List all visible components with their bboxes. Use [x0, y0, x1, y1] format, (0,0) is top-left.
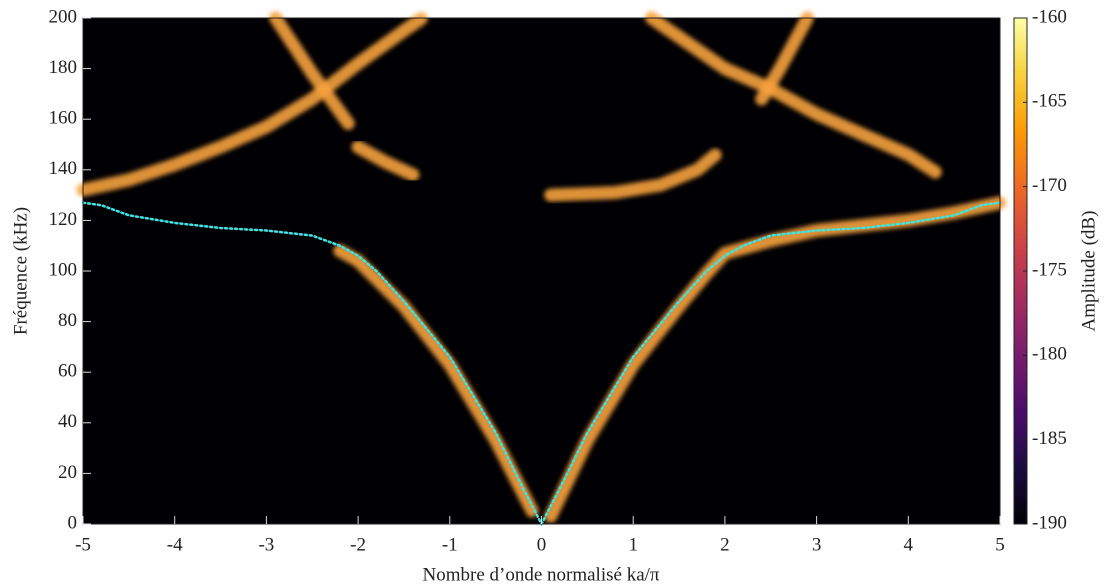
spectral-band	[544, 196, 1007, 523]
y-tick-label: 100	[49, 259, 78, 280]
colorbar-tick-label: -175	[1032, 259, 1067, 280]
x-tick-label: 1	[628, 534, 638, 555]
y-tick-label: 80	[58, 310, 77, 331]
spectral-band	[269, 11, 356, 131]
y-tick-label: 200	[49, 6, 78, 27]
spectral-band	[645, 11, 943, 179]
x-tick-label: 2	[720, 534, 730, 555]
x-tick-label: 0	[537, 534, 547, 555]
x-tick-label: -1	[442, 534, 458, 555]
y-tick-label: 0	[68, 512, 78, 533]
colorbar-tick-label: -160	[1032, 6, 1067, 27]
x-tick-label: 5	[995, 534, 1005, 555]
y-tick-label: 140	[49, 158, 78, 179]
colorbar-tick-label: -185	[1032, 428, 1067, 449]
y-tick-label: 180	[49, 57, 78, 78]
colorbar-tick-label: -180	[1032, 344, 1067, 365]
x-tick-label: -5	[75, 534, 91, 555]
colorbar-tick-label: -165	[1032, 91, 1067, 112]
plot-background	[83, 18, 1000, 524]
y-tick-label: 120	[49, 209, 78, 230]
spectral-band	[76, 11, 429, 197]
y-tick-label: 40	[58, 411, 77, 432]
spectral-band	[351, 140, 420, 182]
spectral-band	[544, 148, 723, 202]
x-tick-label: -3	[258, 534, 274, 555]
colorbar-label: Amplitude (dB)	[1078, 211, 1099, 332]
colorbar-tick-label: -170	[1032, 175, 1067, 196]
x-tick-label: -4	[167, 534, 183, 555]
y-axis-label: Fréquence (kHz)	[10, 207, 31, 335]
y-tick-label: 160	[49, 108, 78, 129]
spectral-band	[333, 244, 539, 518]
y-tick-label: 20	[58, 462, 77, 483]
colorbar-tick-label: -190	[1032, 512, 1067, 533]
y-tick-label: 60	[58, 361, 77, 382]
x-tick-label: -2	[350, 534, 366, 555]
x-axis-label: Nombre d’onde normalisé ka/π	[423, 564, 660, 585]
heatmap-bands	[76, 11, 1007, 523]
x-tick-label: 4	[904, 534, 914, 555]
x-tick-label: 3	[812, 534, 822, 555]
